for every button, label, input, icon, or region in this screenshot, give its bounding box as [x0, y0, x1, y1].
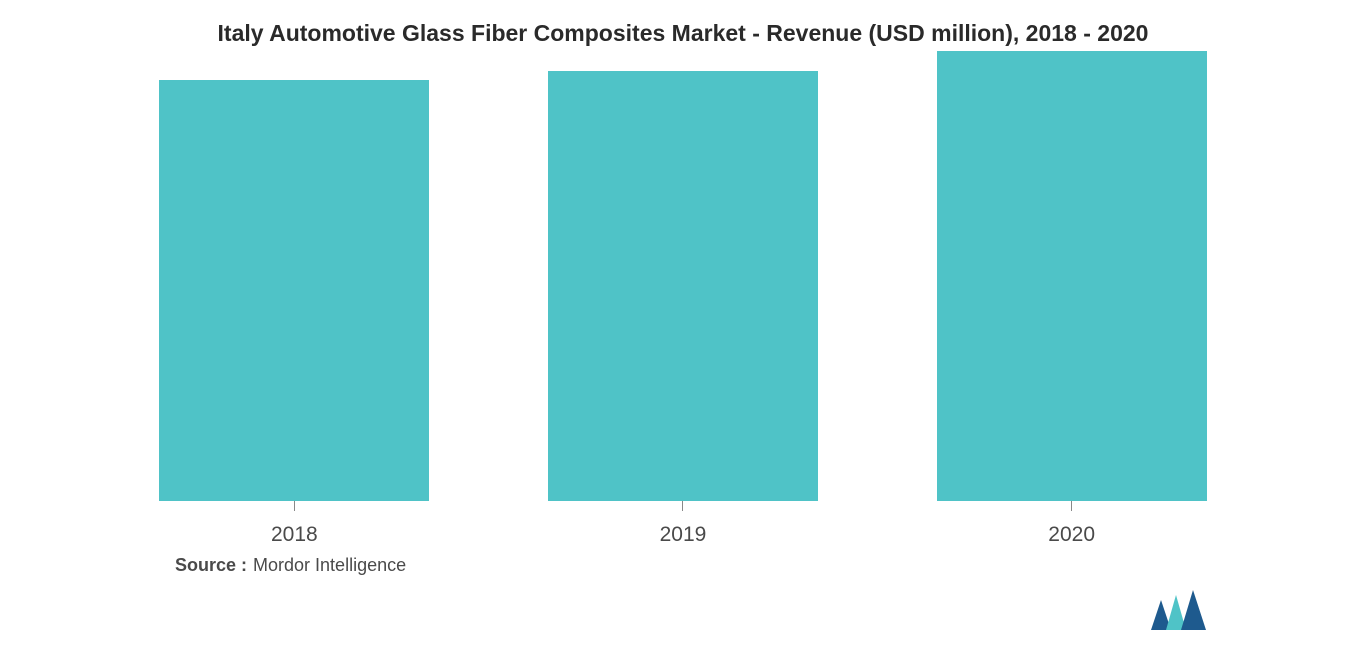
chart-title: Italy Automotive Glass Fiber Composites … — [0, 20, 1366, 47]
bar-group-2020: 2020 — [877, 51, 1266, 547]
x-label-2018: 2018 — [271, 523, 318, 547]
bar-group-2019: 2019 — [489, 71, 878, 547]
bar-2018 — [159, 80, 429, 501]
chart-area: 2018 2019 2020 — [0, 97, 1366, 547]
source-label: Source : — [175, 555, 247, 576]
chart-container: Italy Automotive Glass Fiber Composites … — [0, 0, 1366, 655]
bar-2020 — [937, 51, 1207, 501]
bar-2019 — [548, 71, 818, 501]
x-label-2020: 2020 — [1048, 523, 1095, 547]
x-label-2019: 2019 — [660, 523, 707, 547]
tick-mark — [1071, 501, 1072, 511]
source-value: Mordor Intelligence — [253, 555, 406, 576]
mordor-logo-icon — [1151, 590, 1211, 630]
tick-mark — [294, 501, 295, 511]
bar-group-2018: 2018 — [100, 80, 489, 547]
source-line: Source : Mordor Intelligence — [175, 555, 1366, 576]
tick-mark — [682, 501, 683, 511]
logo-svg — [1151, 590, 1211, 630]
